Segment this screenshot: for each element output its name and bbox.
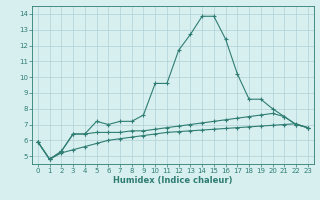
X-axis label: Humidex (Indice chaleur): Humidex (Indice chaleur) bbox=[113, 176, 233, 185]
